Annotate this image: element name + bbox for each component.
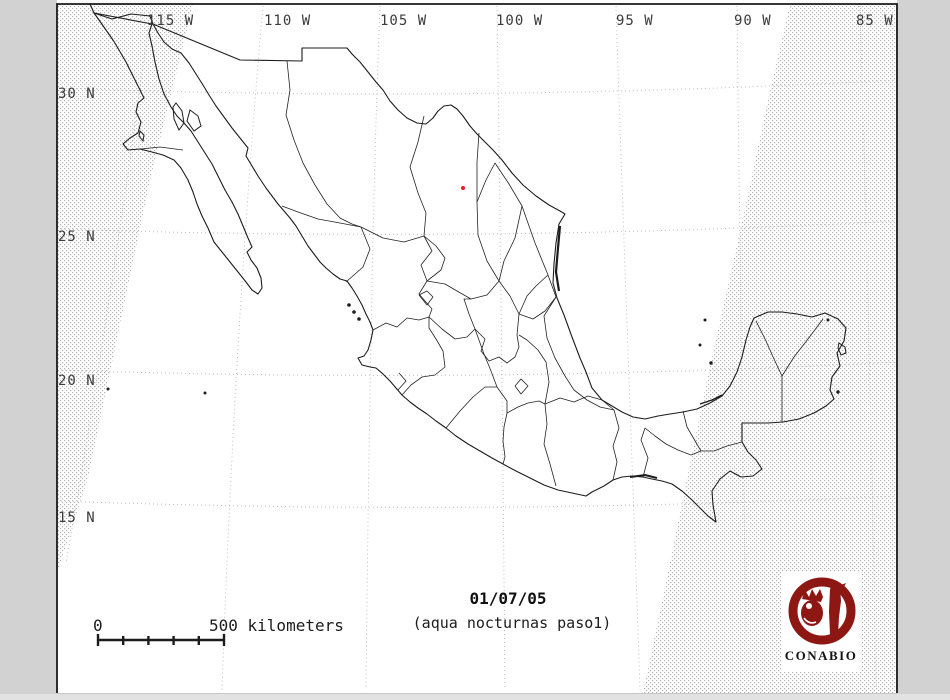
oaxaca-lagoons — [629, 473, 658, 479]
laguna-madre-barrier — [554, 225, 562, 292]
islas-marias — [357, 317, 361, 321]
scale-bar — [96, 634, 226, 646]
lon-label-95w: 95 W — [616, 13, 654, 29]
islands — [106, 102, 847, 479]
island-speck — [698, 343, 702, 347]
parallel-15n — [56, 495, 898, 508]
parallel-25n — [56, 220, 898, 235]
us-pacific-coast-stub — [89, 3, 95, 14]
island-speck — [836, 390, 840, 394]
lat-label-25n: 25 N — [58, 229, 96, 245]
meridian-90w — [736, 5, 748, 691]
isla-cedros — [138, 129, 145, 143]
lon-label-115w: 115 W — [147, 13, 195, 29]
island-speck — [709, 361, 713, 365]
logo-macaw — [829, 584, 841, 638]
swath-edge-right-stipple — [643, 4, 897, 693]
fire-hotspot — [461, 186, 465, 190]
meridian-100w — [496, 5, 506, 691]
left-margin — [0, 0, 57, 700]
island-speck — [826, 318, 830, 322]
lon-label-85w: 85 W — [856, 13, 894, 29]
parallel-30n — [56, 79, 898, 95]
graticule — [56, 5, 898, 691]
parallel-20n — [56, 361, 898, 376]
lon-label-110w: 110 W — [264, 13, 312, 29]
meridian-95w — [615, 5, 641, 691]
fire-layer — [461, 186, 465, 190]
logo-ring — [788, 577, 856, 645]
isla-tiburon — [186, 109, 202, 132]
mainland-outline — [93, 12, 847, 523]
state-boundaries — [140, 60, 824, 487]
map-date: 01/07/05 — [469, 589, 547, 608]
baja-california-outline — [93, 12, 263, 295]
lon-label-100w: 100 W — [496, 13, 544, 29]
map-subtitle: (aqua nocturnas paso1) — [412, 614, 612, 632]
laguna-terminos-barrier — [699, 394, 723, 405]
isla-cozumel — [837, 342, 847, 356]
meridian-110w — [221, 5, 264, 691]
lon-label-90w: 90 W — [734, 13, 772, 29]
lat-label-20n: 20 N — [58, 373, 96, 389]
mexico-outline — [89, 3, 847, 523]
meridian-85w — [859, 5, 877, 691]
bottom-margin — [0, 694, 950, 700]
swath-edge-left-stipple — [57, 4, 193, 574]
islas-marias — [347, 303, 351, 307]
island-speck — [203, 391, 207, 395]
logo-jaguar-eye — [806, 603, 812, 609]
logo-macaw-beak — [838, 583, 846, 591]
islas-marias — [352, 310, 356, 314]
map-frame — [56, 3, 898, 693]
isla-angel-de-la-guarda — [172, 102, 185, 131]
lon-label-105w: 105 W — [380, 13, 428, 29]
logo-feather-crest — [802, 589, 823, 602]
scale-bar-zero-label: 0 — [93, 616, 103, 635]
conabio-logo-caption: CONABIO — [784, 648, 858, 663]
conabio-logo — [781, 572, 861, 672]
lat-label-15n: 15 N — [58, 510, 96, 526]
logo-jaguar-mouth — [803, 617, 817, 624]
island-speck — [703, 318, 707, 322]
scale-bar-distance-label: 500 kilometers — [209, 616, 344, 635]
lat-label-30n: 30 N — [58, 86, 96, 102]
island-speck — [106, 387, 110, 391]
meridian-115w — [65, 13, 151, 564]
right-margin — [897, 0, 950, 700]
